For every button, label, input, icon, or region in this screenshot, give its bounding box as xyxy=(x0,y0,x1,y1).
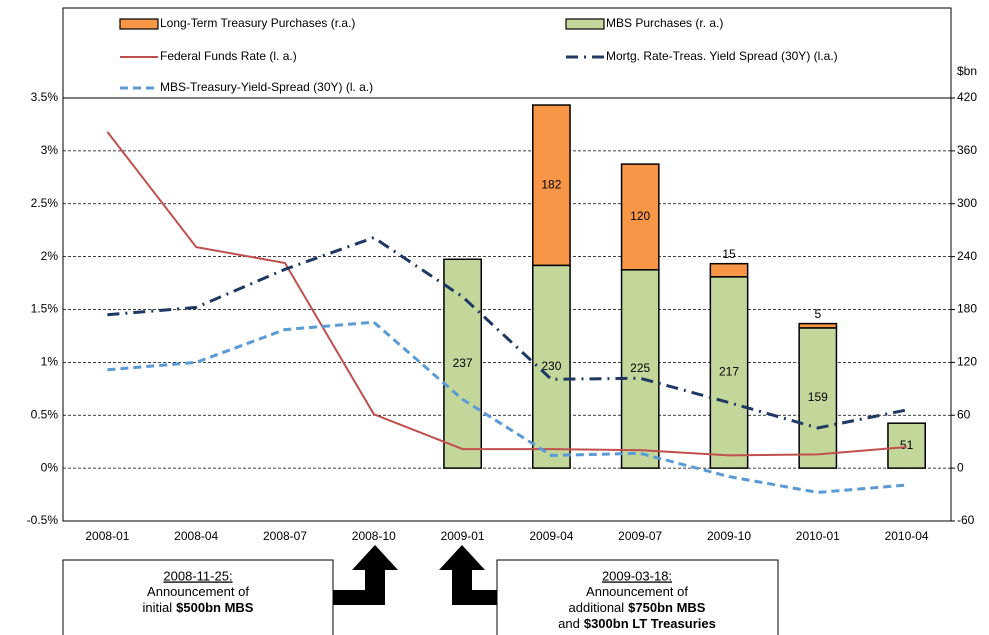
data-label: 15 xyxy=(722,247,736,261)
y-tick-label: -0.5% xyxy=(27,513,59,527)
y2-tick-label: 300 xyxy=(957,196,977,210)
x-tick-label: 2008-07 xyxy=(263,529,307,543)
annotation-text: Announcement of xyxy=(147,584,249,599)
bar xyxy=(620,269,660,469)
annotation-date: 2008-11-25: xyxy=(163,568,232,583)
annotation-part: Announcement of xyxy=(147,584,249,599)
legend-swatch xyxy=(119,18,159,30)
y2-tick-label: 240 xyxy=(957,249,977,263)
y-tick-label: 1% xyxy=(41,355,59,369)
y-tick-label: 1.5% xyxy=(31,302,59,316)
y-tick-label: 0% xyxy=(41,460,59,474)
y2-tick-label: 60 xyxy=(957,407,971,421)
y2-tick-label: 120 xyxy=(957,355,977,369)
x-tick-label: 2008-01 xyxy=(85,529,129,543)
arrow xyxy=(333,545,398,605)
y2-tick-label: 360 xyxy=(957,143,977,157)
annotation-part: $750bn MBS xyxy=(628,600,706,615)
bar xyxy=(887,422,926,469)
legend-label: Mortg. Rate-Treas. Yield Spread (30Y) (l… xyxy=(606,49,838,63)
annotation-text: initial $500bn MBS xyxy=(143,600,254,615)
x-tick-label: 2008-04 xyxy=(174,529,218,543)
legend-label: Federal Funds Rate (l. a.) xyxy=(160,49,297,63)
legend-box xyxy=(62,7,952,99)
annotation-part: and xyxy=(558,616,580,631)
bar xyxy=(620,163,660,271)
annotation-text: Announcement of xyxy=(586,584,688,599)
legend-label: MBS Purchases (r. a.) xyxy=(606,16,723,30)
x-tick-label: 2009-07 xyxy=(618,529,662,543)
line xyxy=(107,320,907,494)
data-label: 5 xyxy=(814,307,821,321)
annotation-date: 2009-03-18: xyxy=(602,568,672,583)
y-tick-label: 3.5% xyxy=(31,90,59,104)
data-label: 230 xyxy=(541,359,561,373)
data-label: 225 xyxy=(630,361,650,375)
y-tick-label: 0.5% xyxy=(31,407,59,421)
data-label: 217 xyxy=(719,365,739,379)
bar xyxy=(532,264,571,469)
bar xyxy=(532,104,571,267)
y-tick-label: 3% xyxy=(41,143,59,157)
bar xyxy=(443,258,482,469)
y-tick-label: 2.5% xyxy=(31,196,59,210)
y2-tick-label: 420 xyxy=(957,90,977,104)
bar xyxy=(709,276,749,469)
arrow xyxy=(439,545,497,605)
line xyxy=(107,235,907,430)
data-label: 182 xyxy=(541,177,561,191)
x-tick-label: 2009-10 xyxy=(707,529,751,543)
annotation-text: and $300bn LT Treasuries xyxy=(558,616,716,631)
legend-label: Long-Term Treasury Purchases (r.a.) xyxy=(160,16,355,30)
annotation-part: Announcement of xyxy=(586,584,688,599)
data-label: 51 xyxy=(900,438,914,452)
bar xyxy=(798,327,838,469)
y2-tick-label: -60 xyxy=(957,513,975,527)
annotation-box xyxy=(496,559,779,635)
x-tick-label: 2009-01 xyxy=(441,529,485,543)
annotation-part: additional xyxy=(569,600,625,615)
bar xyxy=(709,262,749,278)
annotation-part: $500bn MBS xyxy=(176,600,254,615)
x-tick-label: 2008-10 xyxy=(352,529,396,543)
x-tick-label: 2010-01 xyxy=(796,529,840,543)
data-label: 237 xyxy=(453,356,473,370)
legend-swatch xyxy=(565,18,605,30)
y2-tick-label: 0 xyxy=(957,460,964,474)
line xyxy=(106,131,907,457)
annotation-part: initial xyxy=(143,600,173,615)
x-tick-label: 2009-04 xyxy=(529,529,573,543)
annotation-box xyxy=(62,559,334,635)
y-tick-label: 2% xyxy=(41,249,59,263)
y2-tick-label: 180 xyxy=(957,302,977,316)
data-label: 120 xyxy=(630,209,650,223)
annotation-text: additional $750bn MBS xyxy=(569,600,706,615)
y2-axis-label: $bn xyxy=(957,64,977,78)
annotation-part: $300bn LT Treasuries xyxy=(584,616,716,631)
legend-label: MBS-Treasury-Yield-Spread (30Y) (l. a.) xyxy=(160,80,373,94)
data-label: 159 xyxy=(808,390,828,404)
x-tick-label: 2010-04 xyxy=(885,529,929,543)
